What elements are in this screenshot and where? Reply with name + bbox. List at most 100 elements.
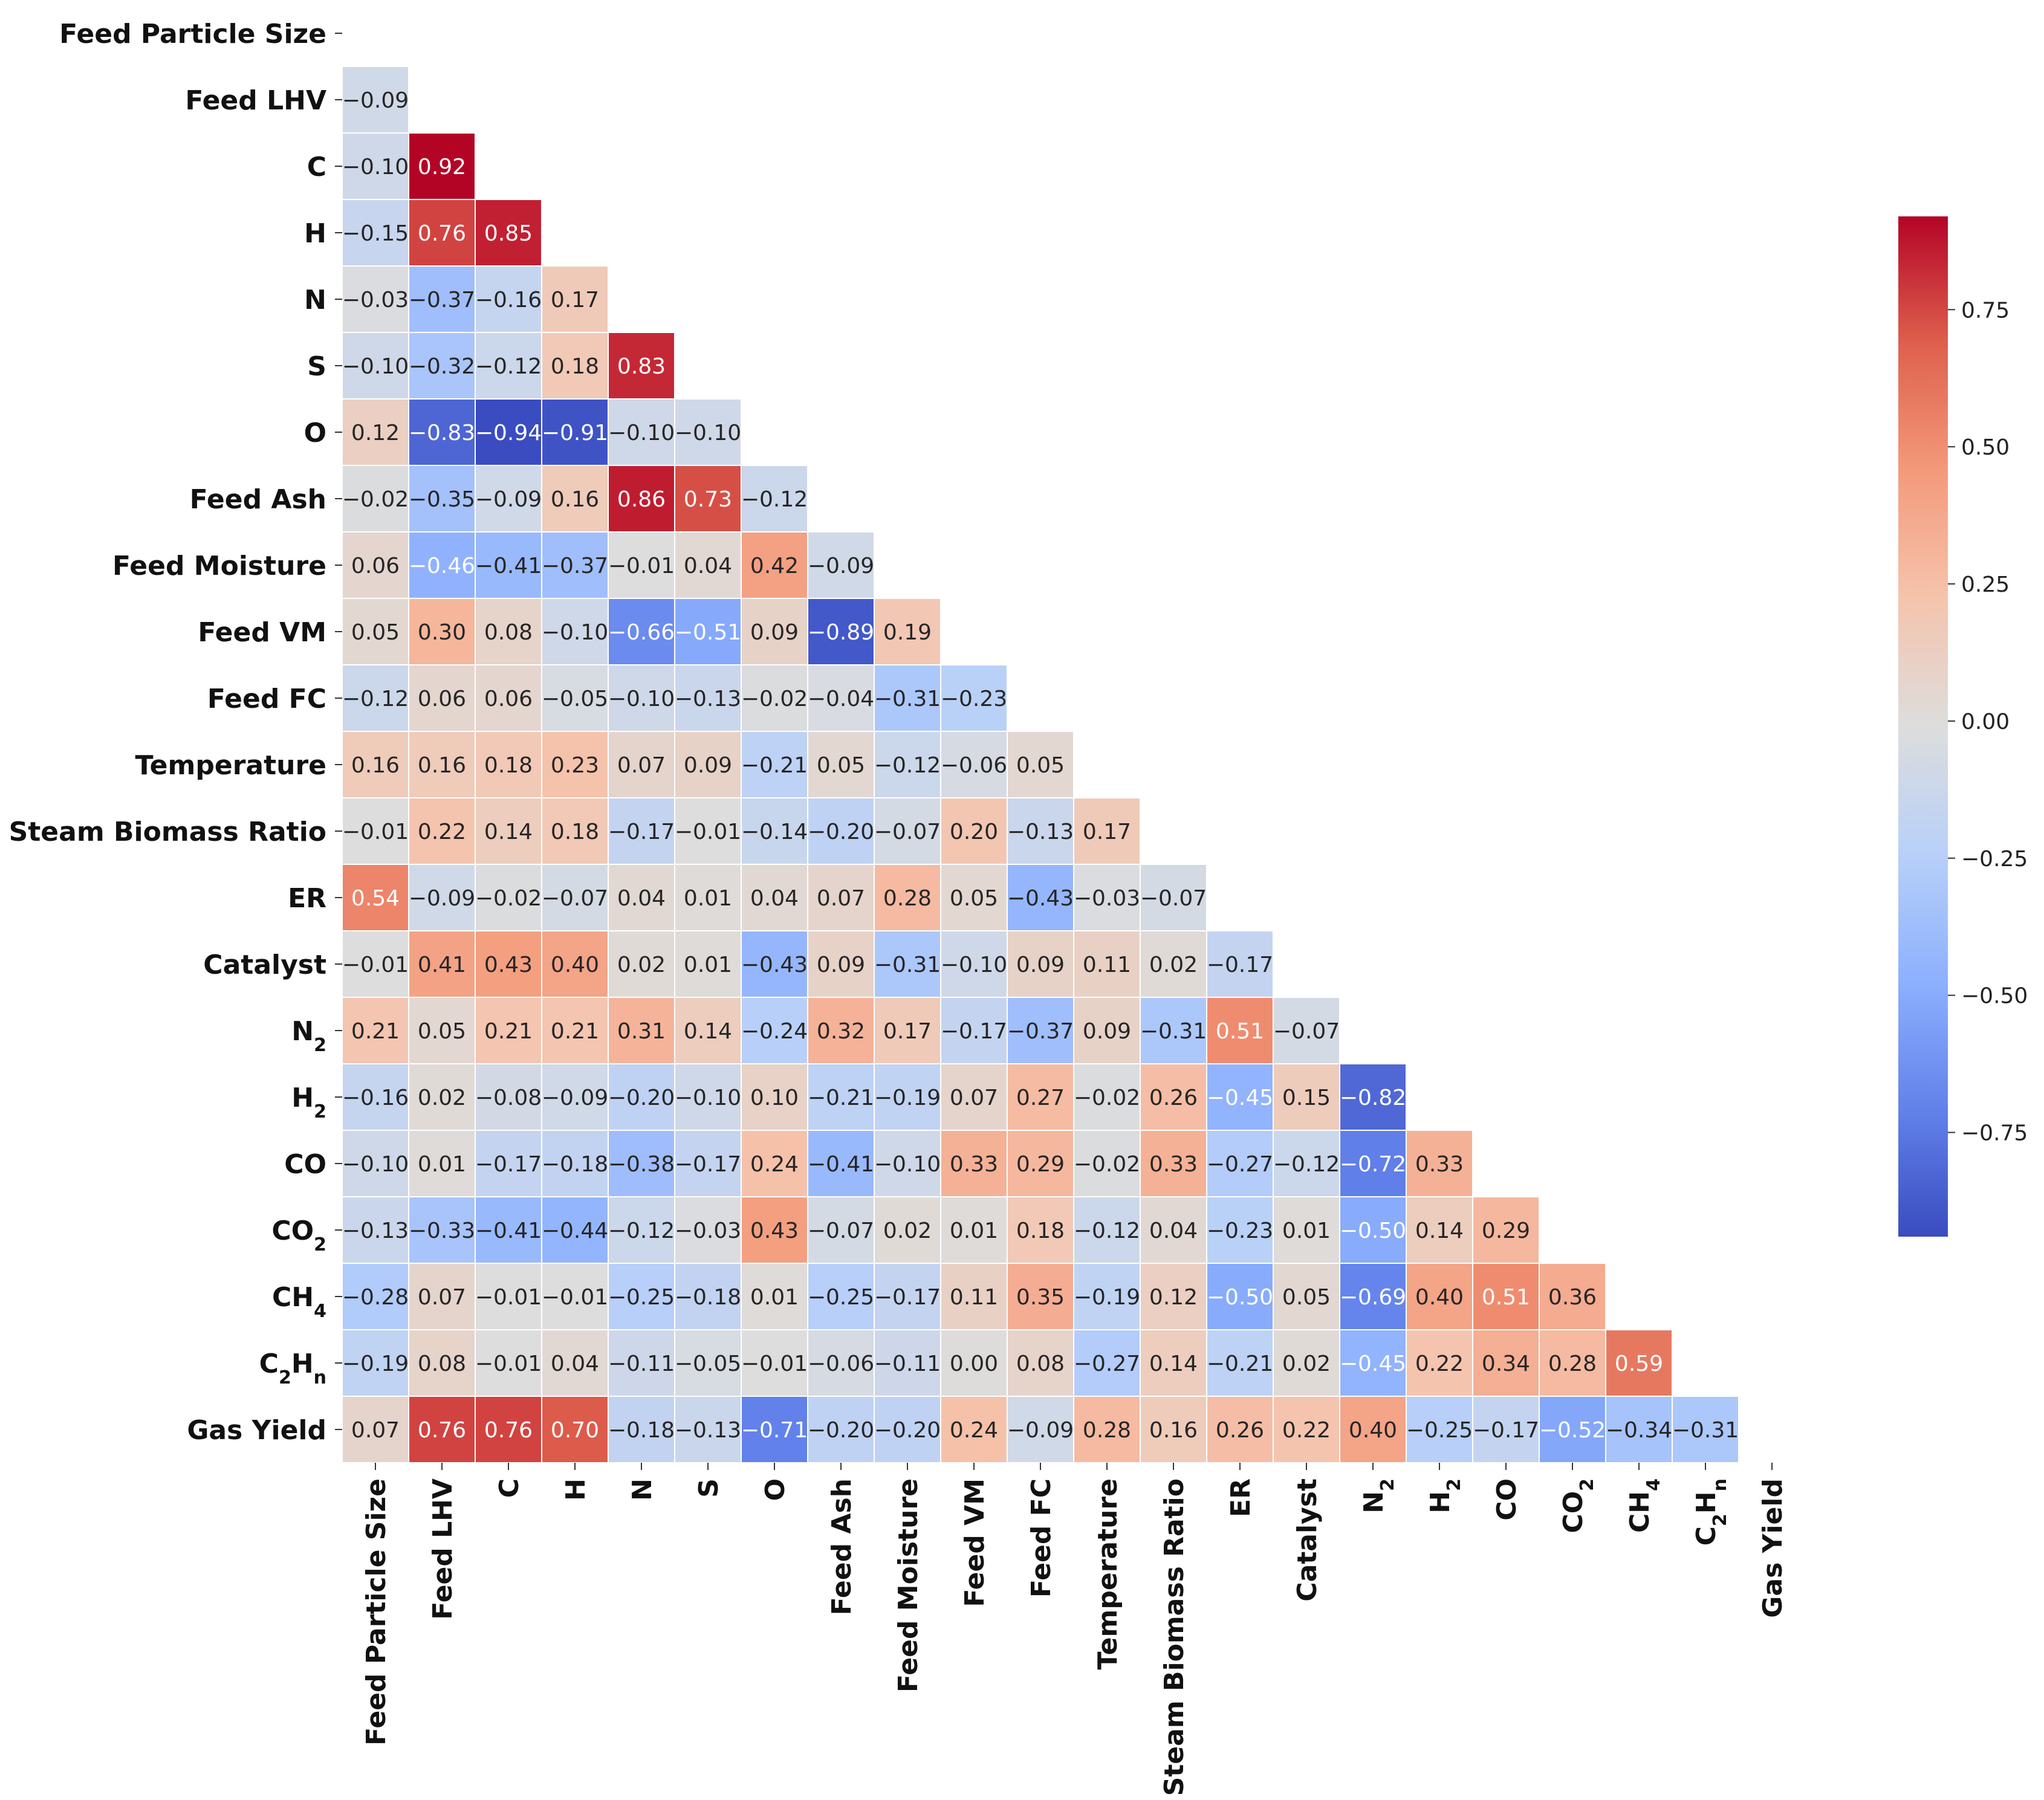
heatmap-cell-value: −0.04 [808,687,874,711]
heatmap-cell-n2-steam-biomass-ratio [1140,997,1207,1064]
heatmap-cell-catalyst-feed-ash [807,930,875,998]
heatmap-cell-gas-yield-feed-fc [1007,1396,1074,1463]
heatmap-cell-steam-biomass-ratio-feed-vm [940,797,1008,865]
heatmap-cell-o-n [608,398,675,466]
heatmap-cell-value: 0.05 [1282,1285,1331,1310]
heatmap-cell-value: −0.16 [475,288,542,312]
heatmap-cell-feed-vm-o [741,598,808,665]
row-label-o: O [304,418,326,448]
heatmap-cell-gas-yield-feed-particle-size [342,1396,409,1463]
heatmap-cell-value: 0.17 [551,288,599,312]
heatmap-cell-ch4-o [741,1263,808,1330]
heatmap-cell-value: 0.21 [351,1019,400,1044]
heatmap-cell-value: 0.04 [551,1352,599,1376]
heatmap-cell-value: −0.50 [1340,1219,1406,1243]
heatmap-cell-value: −0.07 [1273,1019,1340,1044]
heatmap-cell-steam-biomass-ratio-feed-lhv [408,797,476,865]
heatmap-cell-value: −0.23 [941,687,1007,711]
heatmap-cell-o-c [475,398,542,466]
heatmap-cell-value: −0.01 [608,554,675,578]
heatmap-cell-feed-ash-s [674,465,742,533]
column-label-feed-particle-size: Feed Particle Size [361,1478,392,1746]
heatmap-cell-value: 0.14 [684,1019,732,1044]
column-label-ch4: CH4 [1624,1478,1664,1533]
heatmap-cell-value: 0.40 [1349,1418,1397,1443]
heatmap-cell-catalyst-feed-fc [1007,930,1074,998]
heatmap-cell-n-feed-lhv [408,265,476,333]
heatmap-cell-ch4-feed-fc [1007,1263,1074,1330]
heatmap-cell-co-feed-vm [940,1130,1008,1197]
heatmap-cell-feed-fc-s [674,664,742,732]
heatmap-cell-feed-moisture-c [475,531,542,599]
heatmap-cell-value: −0.33 [409,1219,475,1243]
heatmap-cell-ch4-s [674,1263,742,1330]
heatmap-cell-value: 0.02 [418,1086,466,1110]
colorbar-tick-label: 0.50 [1961,435,2010,460]
heatmap-cell-value: −0.10 [542,620,608,645]
heatmap-cell-feed-fc-feed-ash [807,664,875,732]
heatmap-cell-ch4-feed-vm [940,1263,1008,1330]
heatmap-cell-value: 0.30 [418,620,466,645]
heatmap-cell-value: −0.51 [675,620,741,645]
heatmap-cell-co-c [475,1130,542,1197]
heatmap-cell-catalyst-steam-biomass-ratio [1140,930,1207,998]
heatmap-cell-value: 0.29 [1482,1219,1530,1243]
heatmap-cell-value: −0.35 [409,487,475,512]
column-label-catalyst: Catalyst [1292,1478,1323,1602]
heatmap-cell-co2-catalyst [1273,1196,1340,1264]
heatmap-cell-value: −0.25 [1406,1418,1473,1443]
heatmap-cell-value: 0.42 [750,554,799,578]
heatmap-cell-value: 0.04 [1149,1219,1198,1243]
heatmap-cell-co-n2 [1339,1130,1407,1197]
heatmap-cell-value: 0.01 [684,886,732,911]
heatmap-cell-value: −0.37 [409,288,475,312]
row-label-n: N [304,285,326,316]
heatmap-cell-value: −0.46 [409,554,475,578]
heatmap-cell-value: −0.01 [741,1352,808,1376]
heatmap-cell-value: −0.10 [675,1086,741,1110]
heatmap-cell-value: −0.03 [342,288,409,312]
heatmap-cell-value: 0.32 [817,1019,865,1044]
heatmap-cell-value: 0.04 [684,554,732,578]
row-label-feed-lhv: Feed LHV [185,85,326,116]
heatmap-cell-c2hn-s [674,1329,742,1397]
heatmap-cell-co-o [741,1130,808,1197]
heatmap-cell-value: −0.28 [342,1285,409,1310]
heatmap-cell-c2hn-ch4 [1605,1329,1673,1397]
heatmap-cell-er-feed-fc [1007,864,1074,931]
heatmap-cell-co2-c [475,1196,542,1264]
heatmap-cell-value: 0.02 [883,1219,932,1243]
heatmap-cell-value: −0.10 [342,1152,409,1177]
row-label-gas-yield: Gas Yield [187,1415,326,1446]
heatmap-cell-value: −0.45 [1207,1086,1273,1110]
heatmap-cell-feed-fc-n [608,664,675,732]
heatmap-cell-gas-yield-co [1472,1396,1540,1463]
heatmap-cell-value: −0.10 [941,953,1007,977]
heatmap-cell-value: 0.05 [817,753,865,778]
heatmap-cell-value: 0.59 [1615,1352,1663,1376]
heatmap-cell-value: −0.14 [741,820,808,844]
heatmap-cell-gas-yield-s [674,1396,742,1463]
heatmap-cell-value: 0.17 [883,1019,932,1044]
heatmap-cell-feed-fc-feed-lhv [408,664,476,732]
heatmap-cell-co2-feed-vm [940,1196,1008,1264]
heatmap-cell-h2-h [541,1063,609,1131]
heatmap-cell-value: 0.16 [551,487,599,512]
heatmap-cell-value: −0.17 [608,820,675,844]
heatmap-cell-value: −0.20 [608,1086,675,1110]
column-label-gas-yield: Gas Yield [1757,1478,1788,1618]
heatmap-cell-value: −0.19 [1074,1285,1140,1310]
heatmap-cell-value: −0.01 [342,820,409,844]
heatmap-cell-h2-feed-ash [807,1063,875,1131]
heatmap-cell-value: −0.17 [475,1152,542,1177]
heatmap-cell-value: 0.05 [950,886,998,911]
heatmap-cell-value: 0.28 [883,886,932,911]
heatmap-cell-co2-feed-moisture [874,1196,941,1264]
heatmap-cell-h2-temperature [1073,1063,1141,1131]
heatmap-cell-value: 0.07 [950,1086,998,1110]
heatmap-cell-value: 0.27 [1016,1086,1065,1110]
heatmap-cell-steam-biomass-ratio-feed-ash [807,797,875,865]
heatmap-cell-co-er [1206,1130,1274,1197]
heatmap-cell-value: 0.07 [351,1418,400,1443]
